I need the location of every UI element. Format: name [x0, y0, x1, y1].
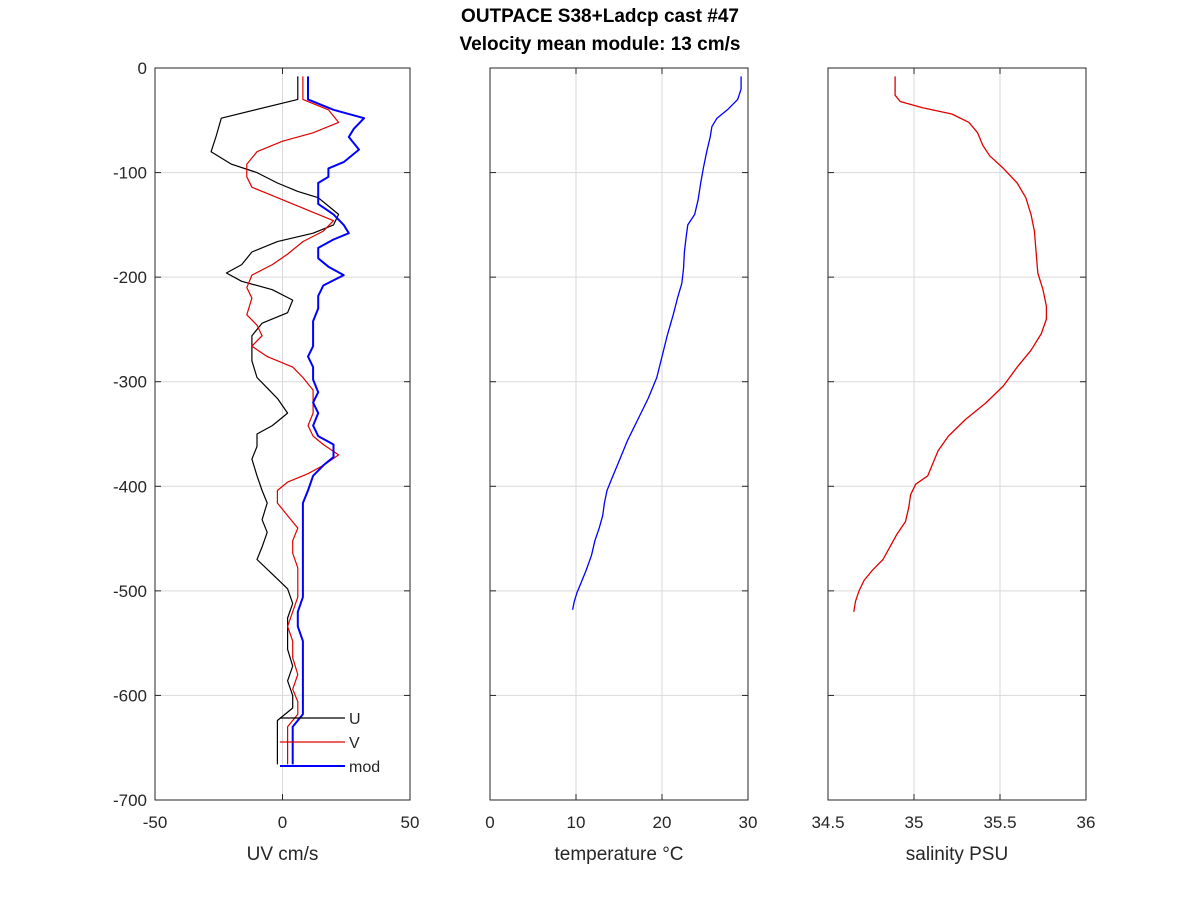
legend-label-mod: mod: [349, 759, 380, 776]
x-tick-label: 36: [1077, 813, 1096, 832]
y-tick-label: -400: [113, 477, 147, 496]
y-tick-label: -500: [113, 582, 147, 601]
y-tick-label: -600: [113, 686, 147, 705]
x-tick-label: 34.5: [811, 813, 844, 832]
x-tick-label: 30: [739, 813, 758, 832]
figure-title-line1: OUTPACE S38+Ladcp cast #47: [461, 6, 739, 27]
y-tick-label: -100: [113, 164, 147, 183]
y-tick-label: -300: [113, 373, 147, 392]
y-tick-label: 0: [138, 59, 147, 78]
x-tick-label: 50: [401, 813, 420, 832]
series-line-salinity: [853, 76, 1048, 612]
x-tick-label: 35.5: [983, 813, 1016, 832]
series-line-v: [246, 76, 340, 765]
y-tick-label: -700: [113, 791, 147, 810]
legend-label-u: U: [349, 711, 361, 728]
series-line-temperature: [571, 76, 742, 610]
x-axis-label: salinity PSU: [906, 844, 1008, 865]
panel-2: 0 10 20 30 temperature °C: [485, 67, 758, 865]
y-tick-label: -200: [113, 268, 147, 287]
x-tick-label: -50: [143, 813, 168, 832]
x-tick-label: 0: [485, 813, 494, 832]
legend-label-v: V: [349, 735, 360, 752]
axes-box: [827, 67, 1087, 801]
x-tick-label: 10: [567, 813, 586, 832]
figure-title-line2: Velocity mean module: 13 cm/s: [459, 34, 741, 55]
x-tick-label: 20: [653, 813, 672, 832]
x-axis-label: temperature °C: [554, 844, 683, 865]
panel-3: 34.5 35 35.5 36 salinity PSU: [811, 67, 1096, 865]
series-line-mod: [291, 76, 366, 765]
x-tick-label: 35: [905, 813, 924, 832]
axes-box: [489, 67, 749, 801]
x-axis-label: UV cm/s: [247, 844, 319, 865]
x-tick-label: 0: [278, 813, 287, 832]
series-line-u: [210, 76, 340, 765]
